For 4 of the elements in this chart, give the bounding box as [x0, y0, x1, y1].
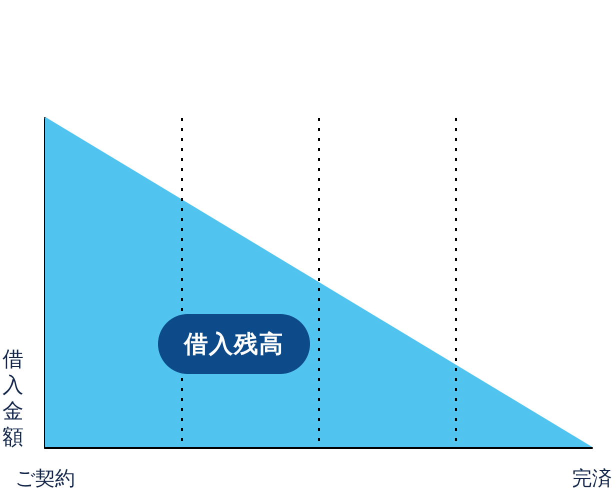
- x-tick-label: ご契約: [15, 466, 75, 490]
- series-label: 借入残高: [158, 314, 310, 374]
- y-axis-title: 借入金額: [2, 346, 24, 450]
- x-tick-label: 完済: [572, 466, 612, 490]
